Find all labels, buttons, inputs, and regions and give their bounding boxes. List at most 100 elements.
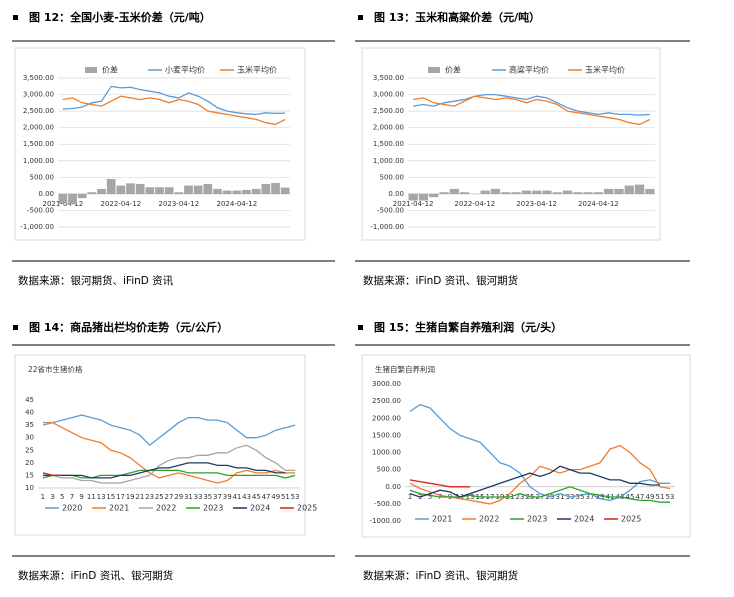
x-tick-label: 2023-04-12: [158, 200, 199, 208]
legend-label: 价差: [445, 65, 461, 75]
line-series: [62, 95, 286, 126]
x-tick-label: 17: [116, 493, 125, 501]
x-tick-label: 5: [60, 493, 64, 501]
figure-caption: 图 15：生猪自繁自养殖利润（元/头）: [374, 320, 562, 334]
legend-label: 玉米平均价: [585, 65, 625, 75]
y-tick-label: 1,000.00: [373, 157, 404, 165]
x-tick-label: 53: [291, 493, 300, 501]
bar: [532, 190, 542, 194]
x-tick-label: 37: [586, 493, 595, 501]
bar: [222, 190, 232, 194]
chart-title: 22省市生猪价格: [28, 364, 83, 374]
legend-label: 高粱平均价: [509, 65, 549, 75]
y-tick-label: 500.00: [30, 173, 55, 181]
legend-label: 2022: [479, 515, 499, 524]
bar: [542, 190, 552, 194]
x-tick-label: 23: [145, 493, 154, 501]
bar: [614, 188, 624, 194]
line-series: [409, 486, 670, 503]
source-note: 数据来源：iFinD 资讯、银河期货: [363, 274, 518, 287]
y-tick-label: 3,000.00: [373, 91, 404, 99]
x-tick-label: 31: [184, 493, 193, 501]
x-tick-label: 21: [135, 493, 144, 501]
line-series: [409, 465, 660, 498]
y-tick-label: -1,000.00: [20, 223, 54, 231]
chart-frame: [14, 354, 306, 536]
x-tick-label: 25: [155, 493, 164, 501]
x-tick-label: 3: [50, 493, 54, 501]
x-tick-label: 2021-04-12: [393, 200, 434, 208]
x-tick-label: 19: [126, 493, 135, 501]
bar: [511, 192, 521, 194]
bar: [232, 190, 242, 194]
y-tick-label: 2,000.00: [373, 124, 404, 132]
bar: [562, 190, 573, 194]
bar: [634, 184, 645, 194]
y-tick-label: 30: [25, 434, 34, 442]
bar: [135, 183, 145, 194]
x-tick-label: 35: [576, 493, 585, 501]
bar: [184, 185, 193, 194]
y-tick-label: 1,000.00: [23, 157, 54, 165]
y-tick-label: 500.00: [377, 466, 402, 474]
bar: [280, 187, 290, 194]
bar: [251, 188, 261, 194]
x-tick-label: 5: [428, 493, 432, 501]
bar: [490, 188, 501, 194]
chart-title: 生猪自繁自养利润: [375, 364, 435, 374]
bar: [203, 183, 213, 194]
y-tick-label: 2,500.00: [23, 107, 54, 115]
bar: [242, 189, 251, 194]
x-tick-label: 7: [70, 493, 74, 501]
bar: [604, 188, 614, 194]
y-tick-label: -500.00: [374, 500, 401, 508]
x-tick-label: 35: [203, 493, 212, 501]
line-series: [42, 472, 63, 477]
x-tick-label: 39: [596, 493, 605, 501]
bar: [583, 192, 593, 194]
y-tick-label: 35: [25, 421, 34, 429]
line-series: [409, 479, 470, 488]
bar: [501, 192, 511, 194]
bar: [439, 192, 449, 194]
legend-label: 2020: [62, 504, 82, 513]
bar: [459, 192, 470, 194]
x-tick-label: 49: [646, 493, 655, 501]
figure-caption: 图 13：玉米和高粱价差（元/吨）: [374, 10, 540, 24]
x-tick-label: 9: [79, 493, 83, 501]
x-tick-label: 13: [97, 493, 106, 501]
bar: [213, 188, 222, 194]
legend-label: 2025: [621, 515, 641, 524]
x-tick-label: 45: [252, 493, 261, 501]
x-tick-label: 49: [271, 493, 280, 501]
line-series: [42, 421, 296, 484]
bar: [155, 187, 164, 194]
bar: [593, 192, 604, 194]
legend-label: 2022: [156, 504, 176, 513]
line-series: [62, 85, 286, 116]
x-tick-label: 37: [213, 493, 222, 501]
y-tick-label: 500.00: [380, 173, 405, 181]
legend-swatch: [428, 67, 440, 73]
bar: [521, 190, 531, 194]
bar: [106, 178, 116, 194]
legend-label: 2024: [250, 504, 270, 513]
figure-caption: 图 12：全国小麦-玉米价差（元/吨）: [29, 10, 211, 24]
legend-label: 小麦平均价: [165, 65, 205, 75]
y-tick-label: 10: [25, 484, 34, 492]
x-tick-label: 27: [165, 493, 174, 501]
source-note: 数据来源：银河期货、iFinD 资讯: [18, 274, 174, 287]
bullet: [358, 325, 363, 330]
x-tick-label: 2021-04-12: [42, 200, 83, 208]
y-tick-label: 3,500.00: [373, 74, 404, 82]
legend-label: 价差: [102, 65, 118, 75]
y-tick-label: 3,500.00: [23, 74, 54, 82]
figure-caption: 图 14：商品猪出栏均价走势（元/公斤）: [29, 320, 228, 334]
y-tick-label: 2000.00: [372, 414, 401, 422]
x-tick-label: 1: [408, 493, 412, 501]
bar: [145, 187, 155, 194]
y-tick-label: 15: [25, 471, 34, 479]
x-tick-label: 43: [242, 493, 251, 501]
y-tick-label: 0.00: [388, 190, 404, 198]
